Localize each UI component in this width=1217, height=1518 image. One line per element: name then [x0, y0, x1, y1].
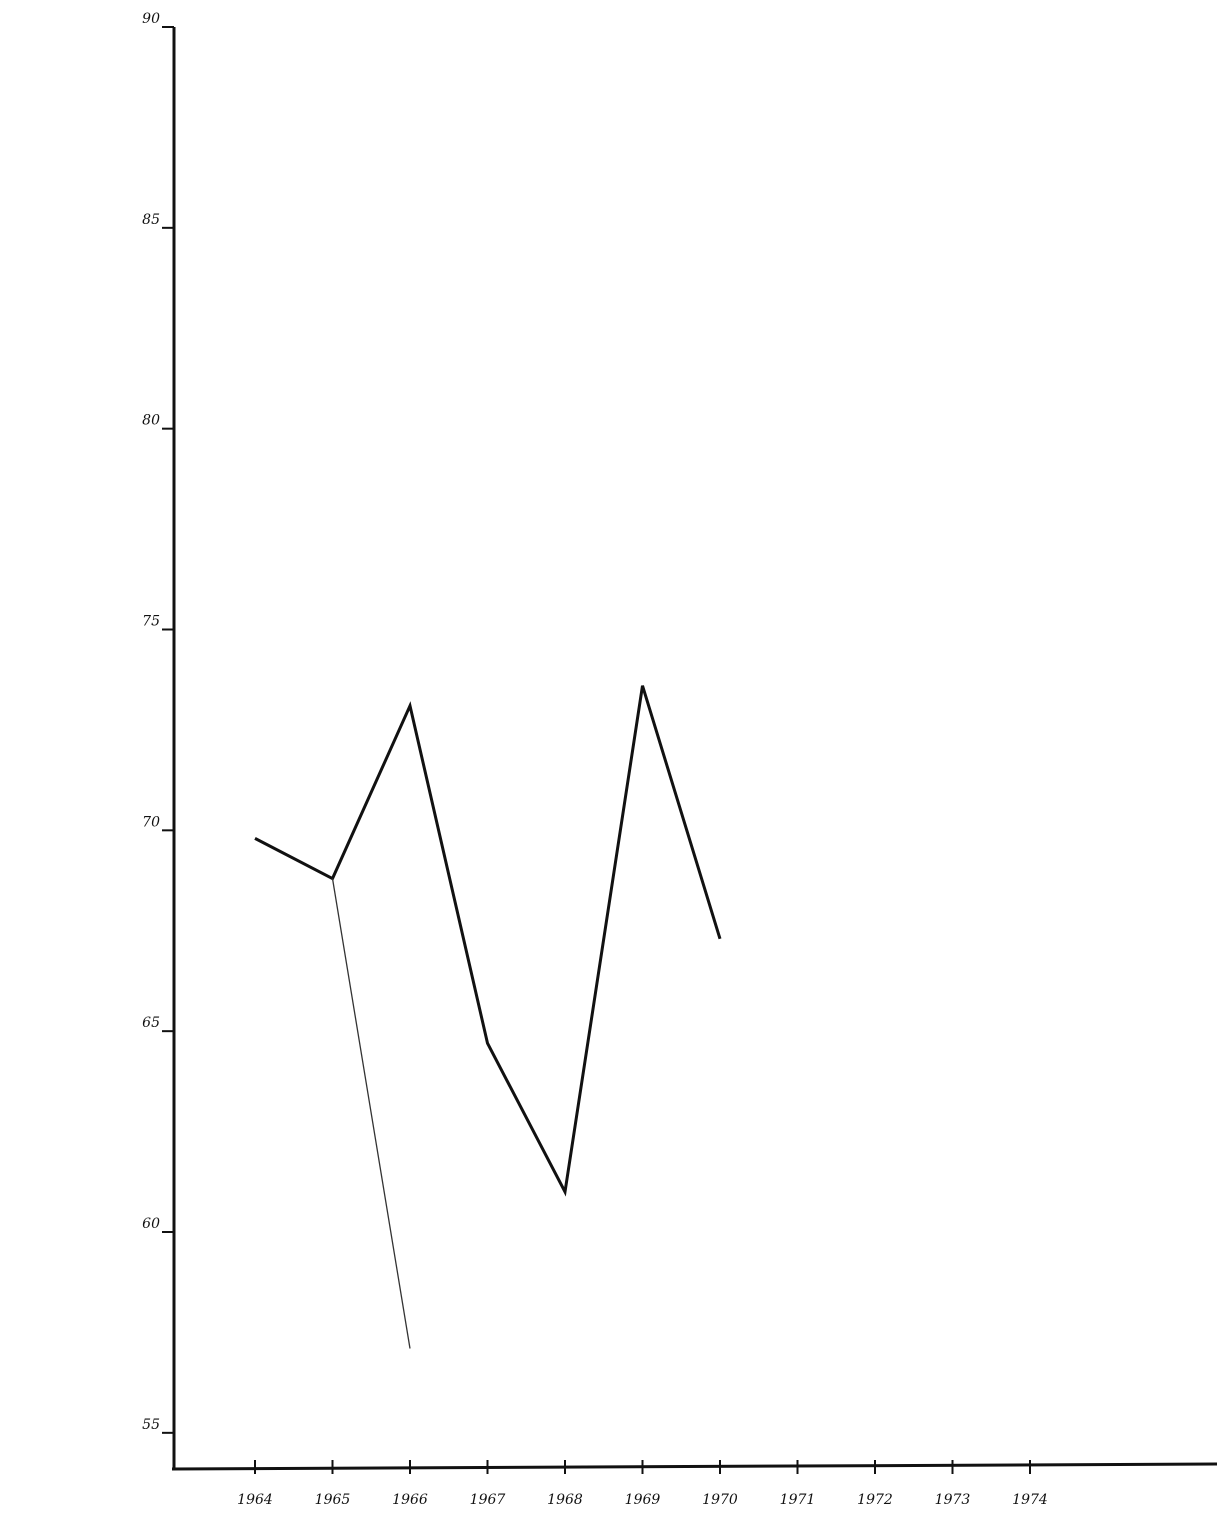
x-tick-label: 1969	[625, 1492, 661, 1508]
x-axis	[172, 1464, 1217, 1469]
y-tick-label: 65	[142, 1015, 160, 1031]
x-tick-label: 1964	[237, 1492, 273, 1508]
x-tick-label: 1966	[392, 1492, 428, 1508]
x-tick-label: 1968	[547, 1492, 583, 1508]
y-tick-label: 90	[142, 11, 160, 27]
y-tick-label: 60	[142, 1216, 160, 1232]
y-tick-label: 70	[142, 814, 160, 830]
y-tick-label: 85	[142, 212, 160, 228]
x-tick-label: 1973	[935, 1492, 971, 1508]
data-line	[333, 879, 411, 1349]
data-line	[255, 686, 720, 1192]
x-tick-label: 1967	[470, 1492, 506, 1508]
chart: 55 60 65 70 75 80 85 90 1964 1965 1966 1967 1968 1969…	[0, 0, 1217, 1518]
x-tick-label: 1965	[315, 1492, 351, 1508]
x-tick-label: 1971	[780, 1492, 816, 1508]
page: 55 60 65 70 75 80 85 90 1964 1965 1966 1967 1968 1969…	[0, 0, 1217, 1518]
x-tick-label: 1972	[857, 1492, 893, 1508]
y-tick-label: 75	[142, 614, 160, 630]
y-tick-label: 80	[142, 413, 160, 429]
y-tick-label: 55	[142, 1417, 160, 1433]
x-tick-label: 1974	[1012, 1492, 1048, 1508]
x-tick-label: 1970	[702, 1492, 738, 1508]
